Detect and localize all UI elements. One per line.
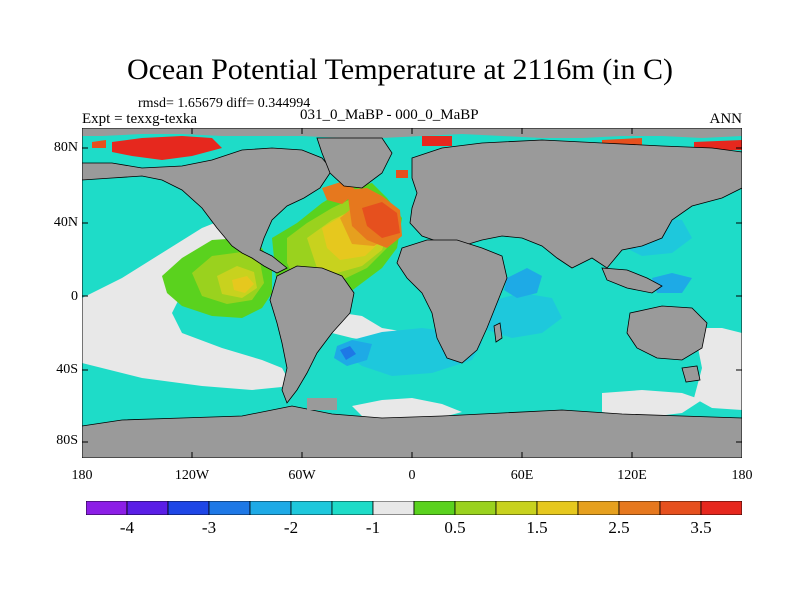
colorbar-swatch bbox=[495, 501, 538, 515]
colorbar-swatch bbox=[331, 501, 374, 515]
colorbar-label: 2.5 bbox=[608, 518, 630, 537]
colorbar bbox=[86, 501, 742, 515]
colorbar-swatch bbox=[659, 501, 702, 515]
map-title: Ocean Potential Temperature at 2116m (in… bbox=[126, 53, 674, 86]
map-panel bbox=[82, 128, 742, 458]
colorbar-swatch bbox=[249, 501, 292, 515]
stats-text: rmsd= 1.65679 diff= 0.344994 bbox=[138, 96, 311, 111]
colorbar-swatch bbox=[700, 501, 742, 515]
map-ticks bbox=[82, 128, 742, 458]
lon-label-120w: 120W bbox=[174, 468, 210, 483]
colorbar-label: -1 bbox=[365, 518, 381, 537]
colorbar-swatch bbox=[208, 501, 251, 515]
lat-label-80s: 80S bbox=[56, 433, 78, 448]
near-zero-regions bbox=[82, 220, 742, 420]
lon-label-180w: 180 bbox=[71, 468, 93, 483]
colorbar-label: 0.5 bbox=[444, 518, 466, 537]
season-label: ANN bbox=[709, 111, 743, 127]
colorbar-label: -2 bbox=[283, 518, 299, 537]
lon-label-60w: 60W bbox=[288, 468, 316, 483]
lon-label-0: 0 bbox=[408, 468, 416, 483]
colorbar-label: 1.5 bbox=[526, 518, 548, 537]
comparison-label: 031_0_MaBP - 000_0_MaBP bbox=[300, 107, 479, 123]
colorbar-swatch bbox=[454, 501, 497, 515]
colorbar-swatch bbox=[372, 501, 415, 515]
pacific-warm-anomaly bbox=[162, 238, 272, 318]
colorbar-label: -3 bbox=[201, 518, 217, 537]
experiment-label: Expt = texxg-texka bbox=[82, 111, 198, 127]
colorbar-label: 3.5 bbox=[690, 518, 712, 537]
lat-label-0: 0 bbox=[71, 289, 78, 304]
colorbar-swatch bbox=[577, 501, 620, 515]
atlantic-warm-anomaly bbox=[272, 180, 402, 308]
patagonia-land bbox=[307, 398, 337, 410]
lon-label-60e: 60E bbox=[510, 468, 534, 483]
colorbar-swatch bbox=[86, 501, 128, 515]
lat-label-40n: 40N bbox=[53, 215, 78, 230]
colorbar-label: -4 bbox=[119, 518, 135, 537]
colorbar-swatch bbox=[167, 501, 210, 515]
lat-label-40s: 40S bbox=[56, 362, 78, 377]
colorbar-swatch bbox=[126, 501, 169, 515]
lon-label-180e: 180 bbox=[731, 468, 753, 483]
land-masses bbox=[82, 128, 742, 458]
colorbar-swatch bbox=[413, 501, 456, 515]
lon-label-120e: 120E bbox=[617, 468, 647, 483]
colorbar-swatch bbox=[618, 501, 661, 515]
colorbar-swatch bbox=[290, 501, 333, 515]
colorbar-swatch bbox=[536, 501, 579, 515]
lat-label-80n: 80N bbox=[53, 140, 78, 155]
